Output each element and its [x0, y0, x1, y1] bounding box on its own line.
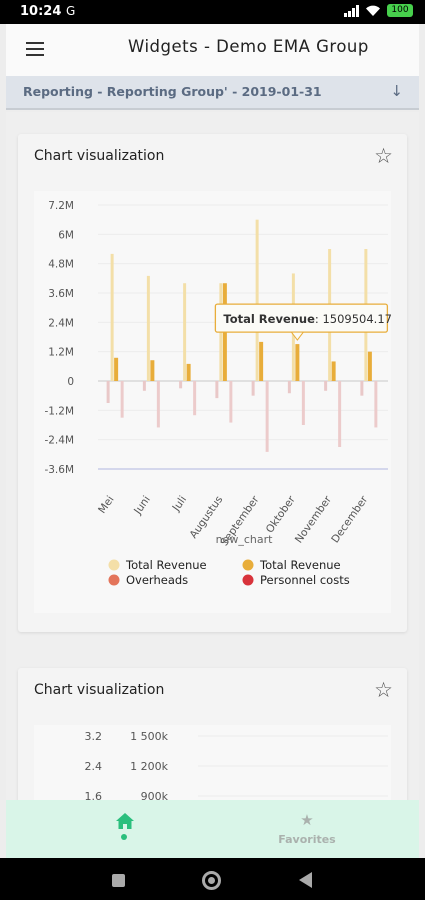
x-tick-label: November: [293, 493, 335, 545]
y-tick-label: 1.6: [85, 790, 103, 800]
tooltip: Total Revenue: 1509504.17: [214, 303, 392, 341]
bar: [179, 381, 183, 389]
x-tick-label: Mei: [96, 494, 116, 516]
bar: [259, 341, 264, 381]
chart-area: 3.2 1 500k 2.4 1 200k 1.6 900k: [34, 725, 391, 800]
report-selector[interactable]: Reporting - Reporting Group' - 2019-01-3…: [6, 76, 419, 110]
bar: [374, 381, 378, 428]
bar: [120, 381, 124, 418]
nav-favorites-label: Favorites: [278, 833, 336, 846]
chart-card: Chart visualization ☆ 7.2M 6M 4.8M 3.6M 2.4M…: [18, 134, 407, 632]
chart-card: Chart visualization ☆ 3.2 1 500k 2.4 1 200k…: [18, 668, 407, 800]
bar: [114, 357, 119, 381]
x-tick-label: Oktober: [264, 493, 299, 535]
bar: [338, 381, 342, 447]
y-tick-label: -1.2M: [44, 405, 74, 417]
app-bar: Widgets - Demo EMA Group: [6, 24, 419, 76]
home-icon: [116, 813, 134, 829]
bar: [186, 363, 191, 381]
y-tick-label: 900k: [141, 790, 169, 800]
x-tick-label: Juni: [131, 494, 152, 518]
y-tick-label: 2.4: [85, 760, 103, 773]
back-icon[interactable]: [299, 872, 312, 888]
wifi-icon: [366, 5, 380, 16]
x-axis-title: new_chart: [216, 533, 274, 546]
tooltip-label: Total Revenue: [223, 312, 315, 326]
y-tick-label: 1 200k: [130, 760, 168, 773]
legend-label: Overheads: [126, 573, 188, 587]
legend-swatch: [242, 574, 254, 586]
bar: [360, 381, 364, 396]
bottom-nav: ★ Favorites: [6, 800, 419, 858]
y-tick-label: 4.8M: [48, 259, 74, 271]
system-nav-bar: [0, 858, 425, 900]
network-type-icon: G: [66, 4, 76, 18]
bar: [110, 253, 114, 381]
bar: [150, 360, 155, 381]
legend-swatch: [108, 559, 120, 571]
bar: [301, 381, 305, 425]
bar: [106, 381, 110, 403]
bar: [295, 344, 300, 381]
bar: [193, 381, 197, 416]
bar: [142, 381, 146, 391]
arrow-down-icon[interactable]: ↓: [390, 82, 403, 100]
bar: [287, 381, 291, 394]
active-indicator: [121, 834, 127, 840]
y-tick-label: 6M: [58, 229, 74, 241]
legend-label: Personnel costs: [260, 573, 350, 587]
home-circle-icon[interactable]: [202, 871, 221, 890]
tooltip-separator: :: [315, 312, 323, 326]
x-tick-label: Juli: [170, 494, 189, 514]
bar: [265, 381, 269, 452]
y-tick-label: 3.2: [85, 730, 103, 743]
legend-label: Total Revenue: [259, 558, 341, 572]
y-tick-label: -2.4M: [44, 435, 74, 447]
battery-icon: 100: [387, 4, 413, 17]
bar: [367, 351, 372, 381]
star-outline-icon[interactable]: ☆: [374, 678, 393, 702]
bar: [324, 381, 328, 391]
signal-icon: [344, 4, 359, 17]
legend-label: Total Revenue: [125, 558, 207, 572]
legend-swatch: [242, 559, 254, 571]
bar: [146, 275, 150, 381]
bar: [255, 219, 259, 381]
widget-list[interactable]: Chart visualization ☆ 7.2M 6M 4.8M 3.6M 2.4M…: [6, 112, 419, 800]
bar-chart: 7.2M 6M 4.8M 3.6M 2.4M 1.2M 0 -1.2M -2.4M -3.6M Me…: [44, 200, 392, 587]
page-title: Widgets - Demo EMA Group: [128, 37, 369, 56]
bar: [183, 283, 187, 381]
y-tick-label: -3.6M: [44, 464, 74, 476]
chart-area: 7.2M 6M 4.8M 3.6M 2.4M 1.2M 0 -1.2M -2.4M -3.6M Me…: [34, 191, 392, 613]
nav-favorites[interactable]: ★ Favorites: [264, 812, 350, 852]
legend-swatch: [108, 574, 120, 586]
y-tick-label: 7.2M: [48, 200, 74, 212]
hamburger-icon[interactable]: [26, 42, 44, 56]
y-tick-label: 2.4M: [48, 317, 74, 329]
nav-home[interactable]: [106, 810, 146, 850]
card-title: Chart visualization: [34, 682, 165, 698]
status-bar: 10:24 G 100: [0, 0, 425, 24]
y-tick-label: 1 500k: [130, 730, 168, 743]
bar: [215, 381, 219, 399]
bar: [229, 381, 233, 423]
report-selector-label: Reporting - Reporting Group' - 2019-01-3…: [23, 84, 322, 99]
tooltip-pointer: [290, 331, 305, 341]
star-icon: ★: [300, 811, 314, 829]
bar: [251, 381, 255, 396]
y-tick-label: 3.6M: [48, 288, 74, 300]
x-tick-label: December: [329, 493, 370, 545]
tooltip-value: 1509504.17: [322, 312, 391, 326]
bar: [156, 381, 160, 428]
bar-chart: 3.2 1 500k 2.4 1 200k 1.6 900k: [85, 730, 388, 800]
status-icons: 100: [344, 4, 413, 17]
y-tick-label: 0: [67, 376, 74, 388]
tooltip-text: Total Revenue: 1509504.17: [223, 312, 391, 326]
bar: [331, 361, 336, 381]
status-time: 10:24: [20, 4, 62, 19]
recents-icon[interactable]: [112, 874, 125, 887]
star-outline-icon[interactable]: ☆: [374, 144, 393, 168]
y-tick-label: 1.2M: [48, 347, 74, 359]
card-title: Chart visualization: [34, 148, 165, 164]
